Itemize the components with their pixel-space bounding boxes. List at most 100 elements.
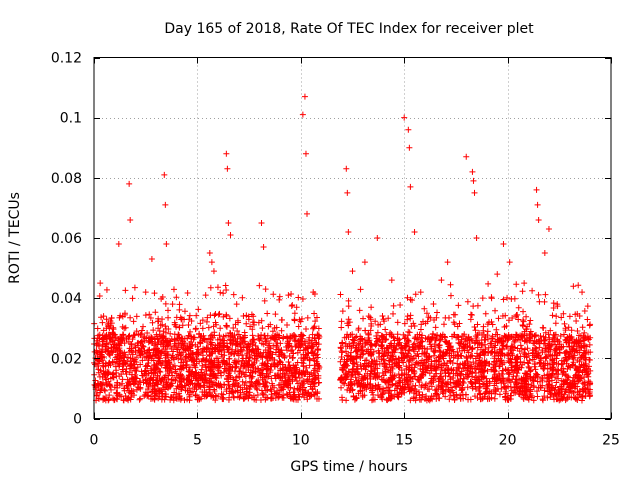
data-point — [571, 378, 578, 385]
data-point — [587, 334, 594, 341]
data-point — [137, 395, 144, 402]
data-point — [265, 349, 272, 356]
data-point — [498, 385, 505, 392]
data-point — [531, 332, 538, 339]
data-point — [101, 395, 108, 402]
data-point — [220, 290, 227, 297]
data-point — [372, 365, 379, 372]
data-point — [482, 333, 489, 340]
data-point — [129, 295, 136, 302]
data-point — [268, 388, 275, 395]
data-point — [118, 335, 125, 342]
data-point — [345, 303, 352, 310]
data-point — [508, 343, 515, 350]
data-point — [131, 284, 138, 291]
data-point — [181, 308, 188, 315]
data-point — [569, 347, 576, 354]
data-point — [474, 339, 481, 346]
data-point — [572, 373, 579, 380]
data-point — [444, 381, 451, 388]
data-point — [470, 177, 477, 184]
data-point — [285, 364, 292, 371]
data-point — [523, 370, 530, 377]
data-point — [235, 331, 242, 338]
data-point — [197, 369, 204, 376]
data-point — [419, 391, 426, 398]
data-point — [471, 189, 478, 196]
data-point — [203, 367, 210, 374]
data-point — [433, 370, 440, 377]
data-point — [136, 396, 143, 403]
data-point — [550, 332, 557, 339]
data-point — [301, 93, 308, 100]
data-point — [231, 394, 238, 401]
data-point — [202, 292, 209, 299]
data-point — [206, 378, 213, 385]
data-point — [412, 291, 419, 298]
data-point — [464, 374, 471, 381]
data-point — [341, 375, 348, 382]
data-point — [97, 380, 104, 387]
data-point — [501, 323, 508, 330]
data-point — [214, 348, 221, 355]
data-point — [261, 332, 268, 339]
data-point — [284, 322, 291, 329]
data-point — [178, 362, 185, 369]
data-point — [448, 367, 455, 374]
data-point — [161, 374, 168, 381]
data-point — [452, 311, 459, 318]
data-point — [536, 359, 543, 366]
data-point — [264, 386, 271, 393]
data-point — [131, 361, 138, 368]
data-point — [413, 387, 420, 394]
data-point — [145, 360, 152, 367]
data-point — [163, 241, 170, 248]
data-point — [188, 377, 195, 384]
data-point — [122, 310, 129, 317]
data-point — [178, 378, 185, 385]
data-point — [313, 395, 320, 402]
data-point — [537, 333, 544, 339]
data-point — [310, 391, 317, 398]
data-point — [234, 380, 241, 387]
data-point — [565, 354, 572, 361]
data-point — [480, 349, 487, 356]
data-point — [168, 376, 175, 383]
data-point — [162, 300, 169, 307]
data-point — [226, 355, 233, 362]
data-point — [498, 357, 505, 364]
data-point — [288, 290, 295, 297]
data-point — [464, 354, 471, 361]
data-point — [491, 344, 498, 351]
data-point — [184, 396, 191, 403]
data-point — [586, 341, 593, 348]
data-point — [234, 328, 241, 335]
data-point — [507, 356, 514, 363]
y-tick-label: 0.06 — [51, 231, 82, 247]
data-point — [152, 345, 159, 352]
data-point — [387, 368, 394, 375]
data-point — [167, 394, 174, 401]
data-point — [437, 349, 444, 356]
data-point — [481, 367, 488, 374]
data-point — [426, 370, 433, 377]
data-point — [552, 374, 559, 381]
data-point — [553, 346, 560, 353]
y-tick-label: 0.1 — [60, 111, 82, 127]
data-point — [380, 356, 387, 363]
data-point — [525, 363, 532, 370]
data-point — [203, 318, 210, 325]
data-point — [517, 342, 524, 349]
data-point — [406, 144, 413, 151]
data-point — [307, 340, 314, 347]
data-point — [388, 277, 395, 284]
data-point — [339, 340, 346, 347]
data-point — [115, 342, 122, 349]
data-point — [464, 342, 471, 349]
data-point — [534, 393, 541, 400]
data-point — [455, 302, 462, 309]
data-point — [529, 287, 536, 294]
data-point — [156, 355, 163, 362]
data-point — [403, 371, 410, 378]
data-point — [472, 327, 479, 334]
